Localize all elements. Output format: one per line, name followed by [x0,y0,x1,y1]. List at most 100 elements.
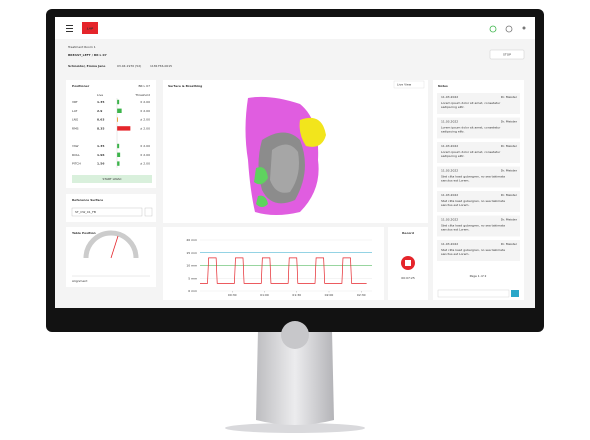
row-label: ROLL [72,153,80,157]
plan-title: BREAST_LEFT / BR L 07 [68,53,107,57]
surface-render [245,96,326,215]
note-date: 11.03.2022 [441,120,458,124]
y-tick-label: 20 mm [186,238,197,242]
row-threshold: ± 2.00 [140,162,150,166]
note-date: 11.03.2022 [441,144,458,148]
view-select[interactable] [393,80,425,89]
note-text: Lorem ipsum dolor sit amet, consetetur [441,126,501,130]
note-date: 11.03.2022 [441,218,458,222]
row-threshold: ± 2.00 [140,153,150,157]
note-text: Stet clita kasd gubergren, no sea takima… [441,224,505,228]
record-time: 00:07:25 [401,276,415,280]
note-text: Stet clita kasd gubergren, no sea takima… [441,175,505,179]
row-label: YAW [72,144,78,148]
row-label: RMS [72,126,79,130]
send-button[interactable] [511,290,519,297]
gauge-label: Alignment [72,279,88,283]
row-label: PITCH [72,162,81,166]
y-tick-label: 5 mm [188,276,197,280]
note-text: sanctus est Lorem. [441,252,469,256]
deviation-bar [117,161,120,166]
row-threshold: ± 2.00 [140,109,150,113]
stand-base [225,423,365,433]
menu-line [66,25,73,26]
user-icon[interactable] [522,26,526,30]
note-date: 11.03.2022 [441,95,458,99]
note-author: Dr. Meister [501,95,518,99]
panel-title: Reference Surface [72,198,103,202]
y-tick-label: 0 mm [188,289,197,293]
stop-button[interactable] [489,49,525,60]
panel-title: Positioner [72,84,90,88]
start-button[interactable] [72,175,152,183]
deviation-bar [117,143,120,149]
surface-yellow [299,117,326,147]
chart-panel [163,227,384,300]
y-tick-label: 15 mm [186,251,197,255]
x-tick-label: 01:00 [260,293,269,297]
row-label: VRT [72,100,78,104]
row-value: 8.35 [97,126,104,130]
note-date: 11.03.2022 [441,193,458,197]
deviation-bar [117,152,121,157]
note-author: Dr. Meister [501,218,518,222]
note-date: 11.03.2022 [441,169,458,173]
note-card [437,93,520,114]
note-text: sadipscing elitr. [441,130,465,134]
row-threshold: ± 2.00 [140,100,150,104]
note-card [437,117,520,139]
gauge-needle [110,235,119,259]
reference-select[interactable] [71,207,143,217]
menu-line [66,28,73,29]
start-label: START LINAC [102,177,121,181]
add-button[interactable] [144,207,153,217]
stop-label: STOP [503,53,511,57]
row-value: 1.35 [97,100,104,104]
deviation-bar [117,117,119,122]
breathing-line [200,257,367,284]
deviation-bar [117,108,122,113]
status-icon [489,25,497,33]
note-author: Dr. Meister [501,169,518,173]
note-text: Stet clita kasd gubergren, no sea takima… [441,199,505,203]
menu-line [66,31,73,32]
column-head: Threshold [134,93,150,97]
note-text: sadipscing elitr. [441,154,465,158]
x-tick-label: 00:30 [228,293,237,297]
menu-icon[interactable] [66,25,73,32]
patient-id: 1181756-0015 [150,64,172,68]
note-text: Lorem ipsum dolor sit amet, consetetur [441,150,501,154]
patient-dob: 03.04.1970 (52) [117,64,141,68]
row-threshold: ± 2.00 [140,144,150,148]
note-card [437,215,520,237]
column-head: Live [97,93,103,97]
note-author: Dr. Meister [501,242,518,246]
pager: Page 1 of 2 [470,274,487,278]
note-text: sanctus est Lorem. [441,179,469,183]
note-text: sanctus est Lorem. [441,228,469,232]
notes-panel [433,80,524,300]
top-bar [55,17,535,39]
patient-name: Schneider, Emma Jane [68,64,105,68]
note-text: sanctus est Lorem. [441,203,469,207]
x-tick-label: 01:30 [292,293,301,297]
view-label: Live View [397,83,412,87]
row-threshold: ± 2.00 [140,118,150,122]
row-label: LAT [72,109,78,113]
room: Treatment Room 1 [67,45,96,49]
row-label: LNG [72,118,79,122]
panel-title: Table Position [72,231,96,235]
note-author: Dr. Meister [501,144,518,148]
stand-joint [281,321,309,349]
surface-shade [270,144,299,193]
surface-green [256,195,268,207]
logo-box [82,22,98,34]
row-value: 1.35 [97,144,104,148]
y-tick-label: 10 mm [186,264,197,268]
panel-title: Notes [438,84,448,88]
globe-icon[interactable] [505,25,513,33]
note-input[interactable] [437,289,510,298]
